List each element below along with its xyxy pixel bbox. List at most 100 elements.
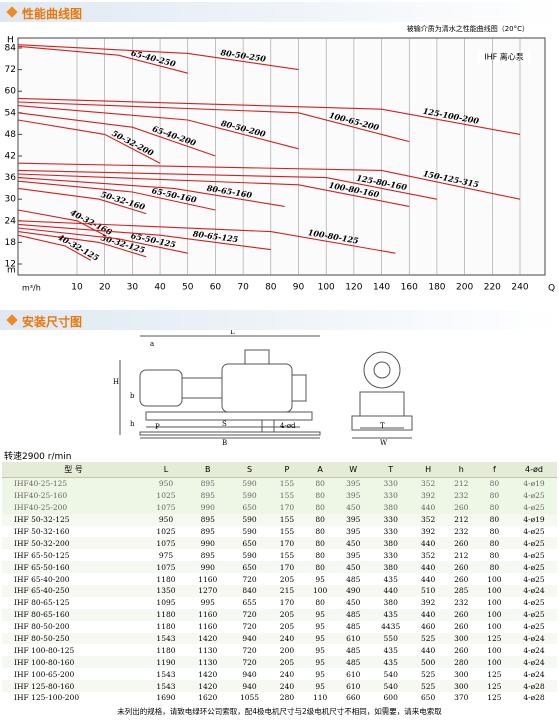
table-cell: 4-ø28 [523, 693, 545, 703]
pump-curve [17, 231, 147, 258]
pump-curve [17, 227, 188, 254]
table-cell: 510 [411, 585, 445, 597]
y-axis-unit: m [7, 266, 16, 276]
table-cell: IHF 100-80-125 [14, 645, 75, 655]
y-tick-label: 30 [5, 195, 17, 205]
table-cell: 1190 [145, 656, 187, 669]
table-cell: 1075 [145, 537, 187, 550]
table-cell: 610 [336, 632, 370, 645]
table-cell: 80 [477, 537, 511, 550]
x-axis-unit: m³/h [22, 284, 41, 293]
dimension-label: P [155, 423, 160, 431]
table-cell: 1180 [145, 608, 187, 621]
table-cell: 1180 [156, 622, 176, 632]
table-cell: 155 [279, 527, 295, 536]
table-cell: 720 [242, 622, 257, 632]
x-tick-label: 20 [99, 283, 111, 293]
table-cell: 392 [411, 489, 445, 502]
table-cell: IHF 125-100-200 [14, 693, 80, 703]
table-cell: 1160 [186, 608, 229, 621]
dimension-label: S [222, 420, 227, 428]
table-cell: 490 [336, 585, 370, 597]
table-cell: 80 [489, 550, 500, 560]
table-cell: 260 [454, 574, 469, 584]
pump-curve [17, 173, 410, 207]
table-cell: 1543 [156, 669, 176, 679]
y-tick-label: 72 [5, 65, 16, 75]
y-axis-label: H [7, 36, 14, 46]
table-cell: 352 [420, 550, 436, 560]
table-cell: 990 [186, 537, 229, 550]
table-cell: 435 [383, 574, 398, 584]
table-row: IHF 80-65-125 1095 995 655 170 80 450 380 392 232… [2, 597, 557, 609]
table-cell: 990 [186, 561, 229, 574]
table-cell: 330 [369, 513, 412, 526]
x-tick-label: 240 [511, 283, 528, 293]
pump-curve [17, 105, 299, 150]
table-cell: IHF40-25-125 [2, 477, 146, 490]
table-cell: 4-ø24 [523, 645, 545, 655]
header-cell: S [228, 462, 271, 478]
table-cell: 80 [303, 477, 337, 490]
pump-curve [17, 45, 188, 74]
table-cell: 4-ø24 [511, 632, 557, 645]
table-cell: 240 [270, 680, 304, 693]
table-cell: 1180 [156, 574, 176, 584]
x-axis-label: Q [548, 284, 555, 294]
table-cell: 4-ø25 [511, 608, 557, 621]
table-cell: 1270 [186, 585, 229, 597]
table-cell: 4-ø25 [523, 598, 545, 608]
table-cell: 440 [411, 608, 445, 621]
table-cell: 170 [279, 598, 295, 608]
table-cell: 1420 [186, 680, 229, 693]
table-cell: 212 [444, 513, 478, 526]
table-row: IHF 50-32-125 950 895 590 155 80 395 330 352 212 8… [2, 513, 557, 526]
table-cell: 395 [336, 513, 370, 526]
table-cell: 485 [336, 608, 370, 621]
table-cell: IHF40-25-200 [2, 501, 146, 514]
y-tick-label: 12 [5, 260, 16, 270]
table-cell: 285 [444, 585, 478, 597]
table-cell: 1620 [198, 693, 218, 703]
table-cell: 540 [369, 680, 412, 693]
table-cell: 4-ø25 [523, 622, 545, 632]
table-cell: 440 [411, 537, 445, 550]
x-tick-label: 180 [428, 283, 445, 293]
front-view [351, 351, 413, 439]
table-cell: 485 [346, 574, 361, 584]
table-row: IHF 65-40-200 1180 1160 720 205 95 485 435 440 26… [2, 573, 557, 585]
table-cell: 1180 [156, 645, 176, 655]
pump-curve [17, 169, 438, 200]
table-cell: 610 [346, 669, 361, 679]
table-cell: 4-ø25 [511, 537, 557, 550]
table-cell: 155 [279, 550, 295, 560]
table-cell: 450 [336, 501, 370, 514]
table-cell: 940 [228, 680, 271, 693]
table-cell: 720 [242, 645, 257, 655]
table-cell: 590 [228, 477, 271, 490]
table-cell: 232 [454, 598, 469, 608]
table-row: IHF40-25-200 1075 990 650 170 80 450 380 440 260 8… [2, 501, 557, 514]
table-cell: 600 [383, 693, 398, 703]
footnote: 未列出的规格，请致电绿环公司索取，配4极电机尺寸与2级电机尺寸不相同，如需要，请… [117, 707, 442, 716]
table-cell: 240 [279, 669, 295, 679]
pump-curve [17, 44, 299, 71]
table-cell: 280 [444, 656, 478, 669]
plot-frame [17, 37, 546, 276]
table-cell: IHF 80-50-200 [14, 622, 70, 632]
table-cell: 80 [303, 489, 337, 502]
table-cell: 392 [420, 598, 436, 608]
dimension-label: B [222, 439, 227, 447]
table-cell: 720 [242, 574, 257, 584]
table-cell: 590 [228, 489, 271, 502]
table-cell: 1420 [186, 632, 229, 645]
table-row: IHF40-25-160 1025 895 590 155 80 395 330 392 232 8… [2, 489, 557, 502]
pump-curve [17, 97, 521, 135]
y-tick-label: 54 [5, 108, 17, 118]
table-cell: 4-ø25 [523, 550, 545, 560]
table-cell: 240 [270, 632, 304, 645]
table-cell: 80 [303, 537, 337, 550]
table-cell: 660 [346, 693, 361, 703]
table-row: IHF 125-80-160 1543 1420 940 240 95 610 540 525 3… [2, 680, 557, 693]
table-cell: IHF 50-32-160 [14, 527, 70, 536]
